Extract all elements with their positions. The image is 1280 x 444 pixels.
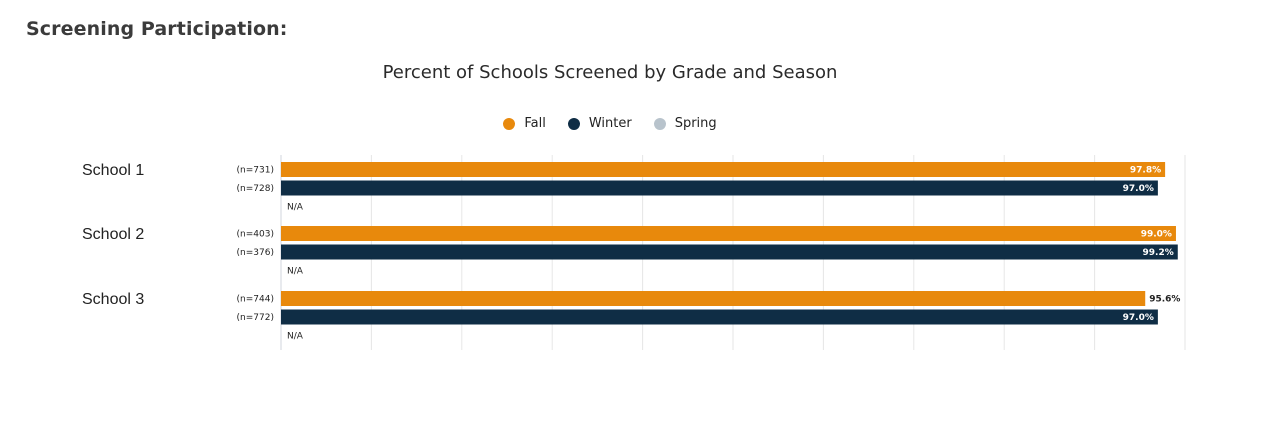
data-label: 95.6% [1149, 295, 1180, 305]
legend-dot-fall [503, 117, 516, 130]
legend-dot-winter [567, 117, 580, 130]
n-label: (n=731) [237, 166, 274, 176]
category-label: School 3 [82, 291, 144, 308]
chart-legend: Fall Winter Spring [0, 116, 1220, 131]
legend-item-winter[interactable]: Winter [567, 116, 632, 131]
bar-fall [281, 226, 1176, 241]
data-label: 99.0% [1141, 230, 1172, 240]
legend-label-winter: Winter [588, 116, 632, 131]
bar-fall [281, 291, 1146, 306]
legend-dot-spring [653, 117, 666, 130]
legend-label-spring: Spring [674, 116, 717, 131]
n-label: (n=403) [237, 230, 274, 240]
na-label: N/A [287, 332, 304, 342]
n-label: (n=744) [237, 295, 274, 305]
legend-item-fall[interactable]: Fall [503, 116, 546, 131]
n-label: (n=376) [237, 248, 274, 258]
legend-item-spring[interactable]: Spring [653, 116, 717, 131]
legend-label-fall: Fall [524, 116, 546, 131]
n-label: (n=728) [237, 184, 274, 194]
data-label: 97.0% [1123, 184, 1154, 194]
data-label: 97.0% [1123, 313, 1154, 323]
bar-winter [281, 244, 1178, 260]
na-label: N/A [287, 267, 304, 277]
n-label: (n=772) [237, 313, 274, 323]
category-label: School 1 [82, 162, 144, 179]
chart-title: Percent of Schools Screened by Grade and… [382, 62, 838, 83]
na-label: N/A [287, 203, 304, 213]
bar-winter [281, 309, 1158, 325]
data-label: 99.2% [1143, 248, 1174, 258]
bar-winter [281, 180, 1158, 196]
section-heading: Screening Participation: [26, 18, 288, 40]
bar-fall [281, 162, 1166, 177]
data-label: 97.8% [1130, 166, 1161, 176]
category-label: School 2 [82, 226, 144, 243]
